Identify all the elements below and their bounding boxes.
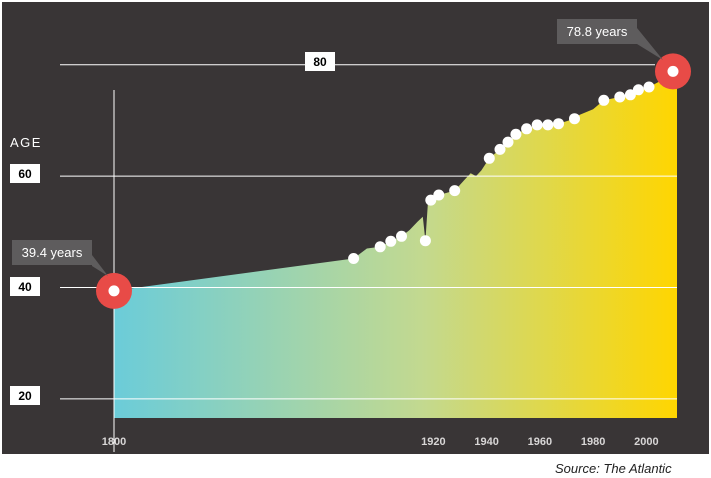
data-point xyxy=(521,123,533,135)
data-point xyxy=(643,81,655,93)
data-point xyxy=(385,235,397,247)
highlight-marker-center xyxy=(667,65,679,77)
data-point xyxy=(449,185,461,197)
data-point xyxy=(419,235,431,247)
data-point xyxy=(614,91,626,103)
x-tick-label: 1980 xyxy=(581,436,605,448)
x-tick-label: 1800 xyxy=(102,436,126,448)
y-tick-box xyxy=(305,52,335,71)
data-point xyxy=(425,194,437,206)
callout-tail xyxy=(637,28,663,60)
data-point xyxy=(624,89,636,101)
life-expectancy-area xyxy=(114,71,677,419)
callout-box xyxy=(557,19,637,44)
data-point xyxy=(510,128,522,140)
x-tick-label: 1940 xyxy=(474,436,498,448)
y-tick-label: 80 xyxy=(313,55,327,69)
data-point xyxy=(531,119,543,131)
x-tick-label: 2000 xyxy=(634,436,658,448)
y-tick-label: 20 xyxy=(18,389,32,403)
y-tick-box xyxy=(10,164,40,183)
data-point xyxy=(494,143,506,155)
callout-label: 78.8 years xyxy=(567,24,628,39)
x-tick-label: 1960 xyxy=(528,436,552,448)
data-point xyxy=(483,152,495,164)
data-point xyxy=(632,84,644,96)
callout-box xyxy=(12,240,92,265)
data-point xyxy=(598,94,610,106)
x-tick-label: 1920 xyxy=(421,436,445,448)
callout-tail xyxy=(92,255,108,276)
y-tick-box xyxy=(10,277,40,296)
y-tick-box xyxy=(10,386,40,405)
data-point xyxy=(553,118,564,130)
y-tick-label: 60 xyxy=(18,167,32,181)
data-point xyxy=(396,230,407,242)
callout-label: 39.4 years xyxy=(22,245,83,260)
data-point xyxy=(502,136,514,148)
data-point xyxy=(569,113,580,125)
source-note: Source: The Atlantic xyxy=(555,461,672,476)
y-tick-label: 40 xyxy=(18,280,32,294)
data-point xyxy=(433,189,445,201)
y-axis-label: AGE xyxy=(10,135,42,150)
data-point xyxy=(374,241,386,253)
data-point xyxy=(542,119,554,131)
highlight-marker-center xyxy=(108,285,120,297)
data-point xyxy=(348,253,360,264)
